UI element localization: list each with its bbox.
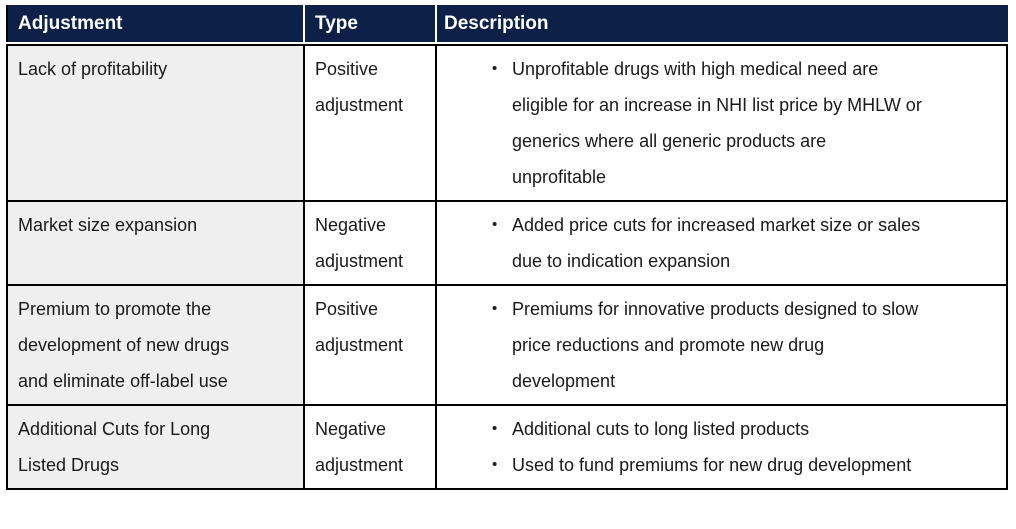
adjustment-cell: Premium to promote the development of ne…	[8, 286, 305, 404]
bullet-text: Additional cuts to long listed products	[512, 419, 810, 439]
bullet-icon: •	[492, 420, 498, 437]
description-bullet-item: • Premiums for innovative products design…	[437, 291, 998, 399]
type-cell: Positive adjustment	[305, 46, 437, 200]
type-cell: Negative adjustment	[305, 202, 437, 284]
bullet-text: Added price cuts for increased market si…	[512, 215, 921, 271]
header-description: Description	[444, 12, 549, 34]
table-row: Additional Cuts for Long Listed Drugs Neg…	[8, 406, 1006, 488]
bullet-text: Premiums for innovative products designe…	[512, 299, 919, 391]
description-bullet-item: • Unprofitable drugs with high medical ne…	[437, 51, 998, 195]
adjustment-cell: Additional Cuts for Long Listed Drugs	[8, 406, 305, 488]
adjustment-cell: Market size expansion	[8, 202, 305, 284]
description-cell: • Unprofitable drugs with high medical ne…	[437, 46, 1006, 200]
table-row: Premium to promote the development of ne…	[8, 286, 1006, 406]
bullet-icon: •	[492, 60, 498, 77]
description-bullet-item: • Added price cuts for increased market s…	[437, 207, 998, 279]
type-cell: Positive adjustment	[305, 286, 437, 404]
type-cell: Negative adjustment	[305, 406, 437, 488]
header-type: Type	[305, 5, 437, 42]
bullet-icon: •	[492, 300, 498, 317]
description-cell: • Additional cuts to long listed products…	[437, 406, 1006, 488]
bullet-icon: •	[492, 216, 498, 233]
bullet-icon: •	[492, 456, 498, 473]
table-row: Market size expansion Negative adjustment…	[8, 202, 1006, 286]
description-bullet-item: • Used to fund premiums for new drug deve…	[437, 447, 998, 483]
description-cell: • Added price cuts for increased market s…	[437, 202, 1006, 284]
adjustment-cell: Lack of profitability	[8, 46, 305, 200]
header-row: Adjustment Type Description	[6, 5, 1008, 42]
table-body: Lack of profitability Positive adjustment…	[6, 44, 1008, 490]
description-cell: • Premiums for innovative products design…	[437, 286, 1006, 404]
header-adjustment: Adjustment	[8, 5, 305, 42]
bullet-text: Unprofitable drugs with high medical nee…	[512, 59, 922, 187]
description-bullet-item: • Additional cuts to long listed products	[437, 411, 998, 447]
adjustments-table: Adjustment Type Description Lack of prof…	[6, 5, 1008, 490]
table-row: Lack of profitability Positive adjustment…	[8, 46, 1006, 202]
bullet-text: Used to fund premiums for new drug devel…	[512, 455, 912, 475]
